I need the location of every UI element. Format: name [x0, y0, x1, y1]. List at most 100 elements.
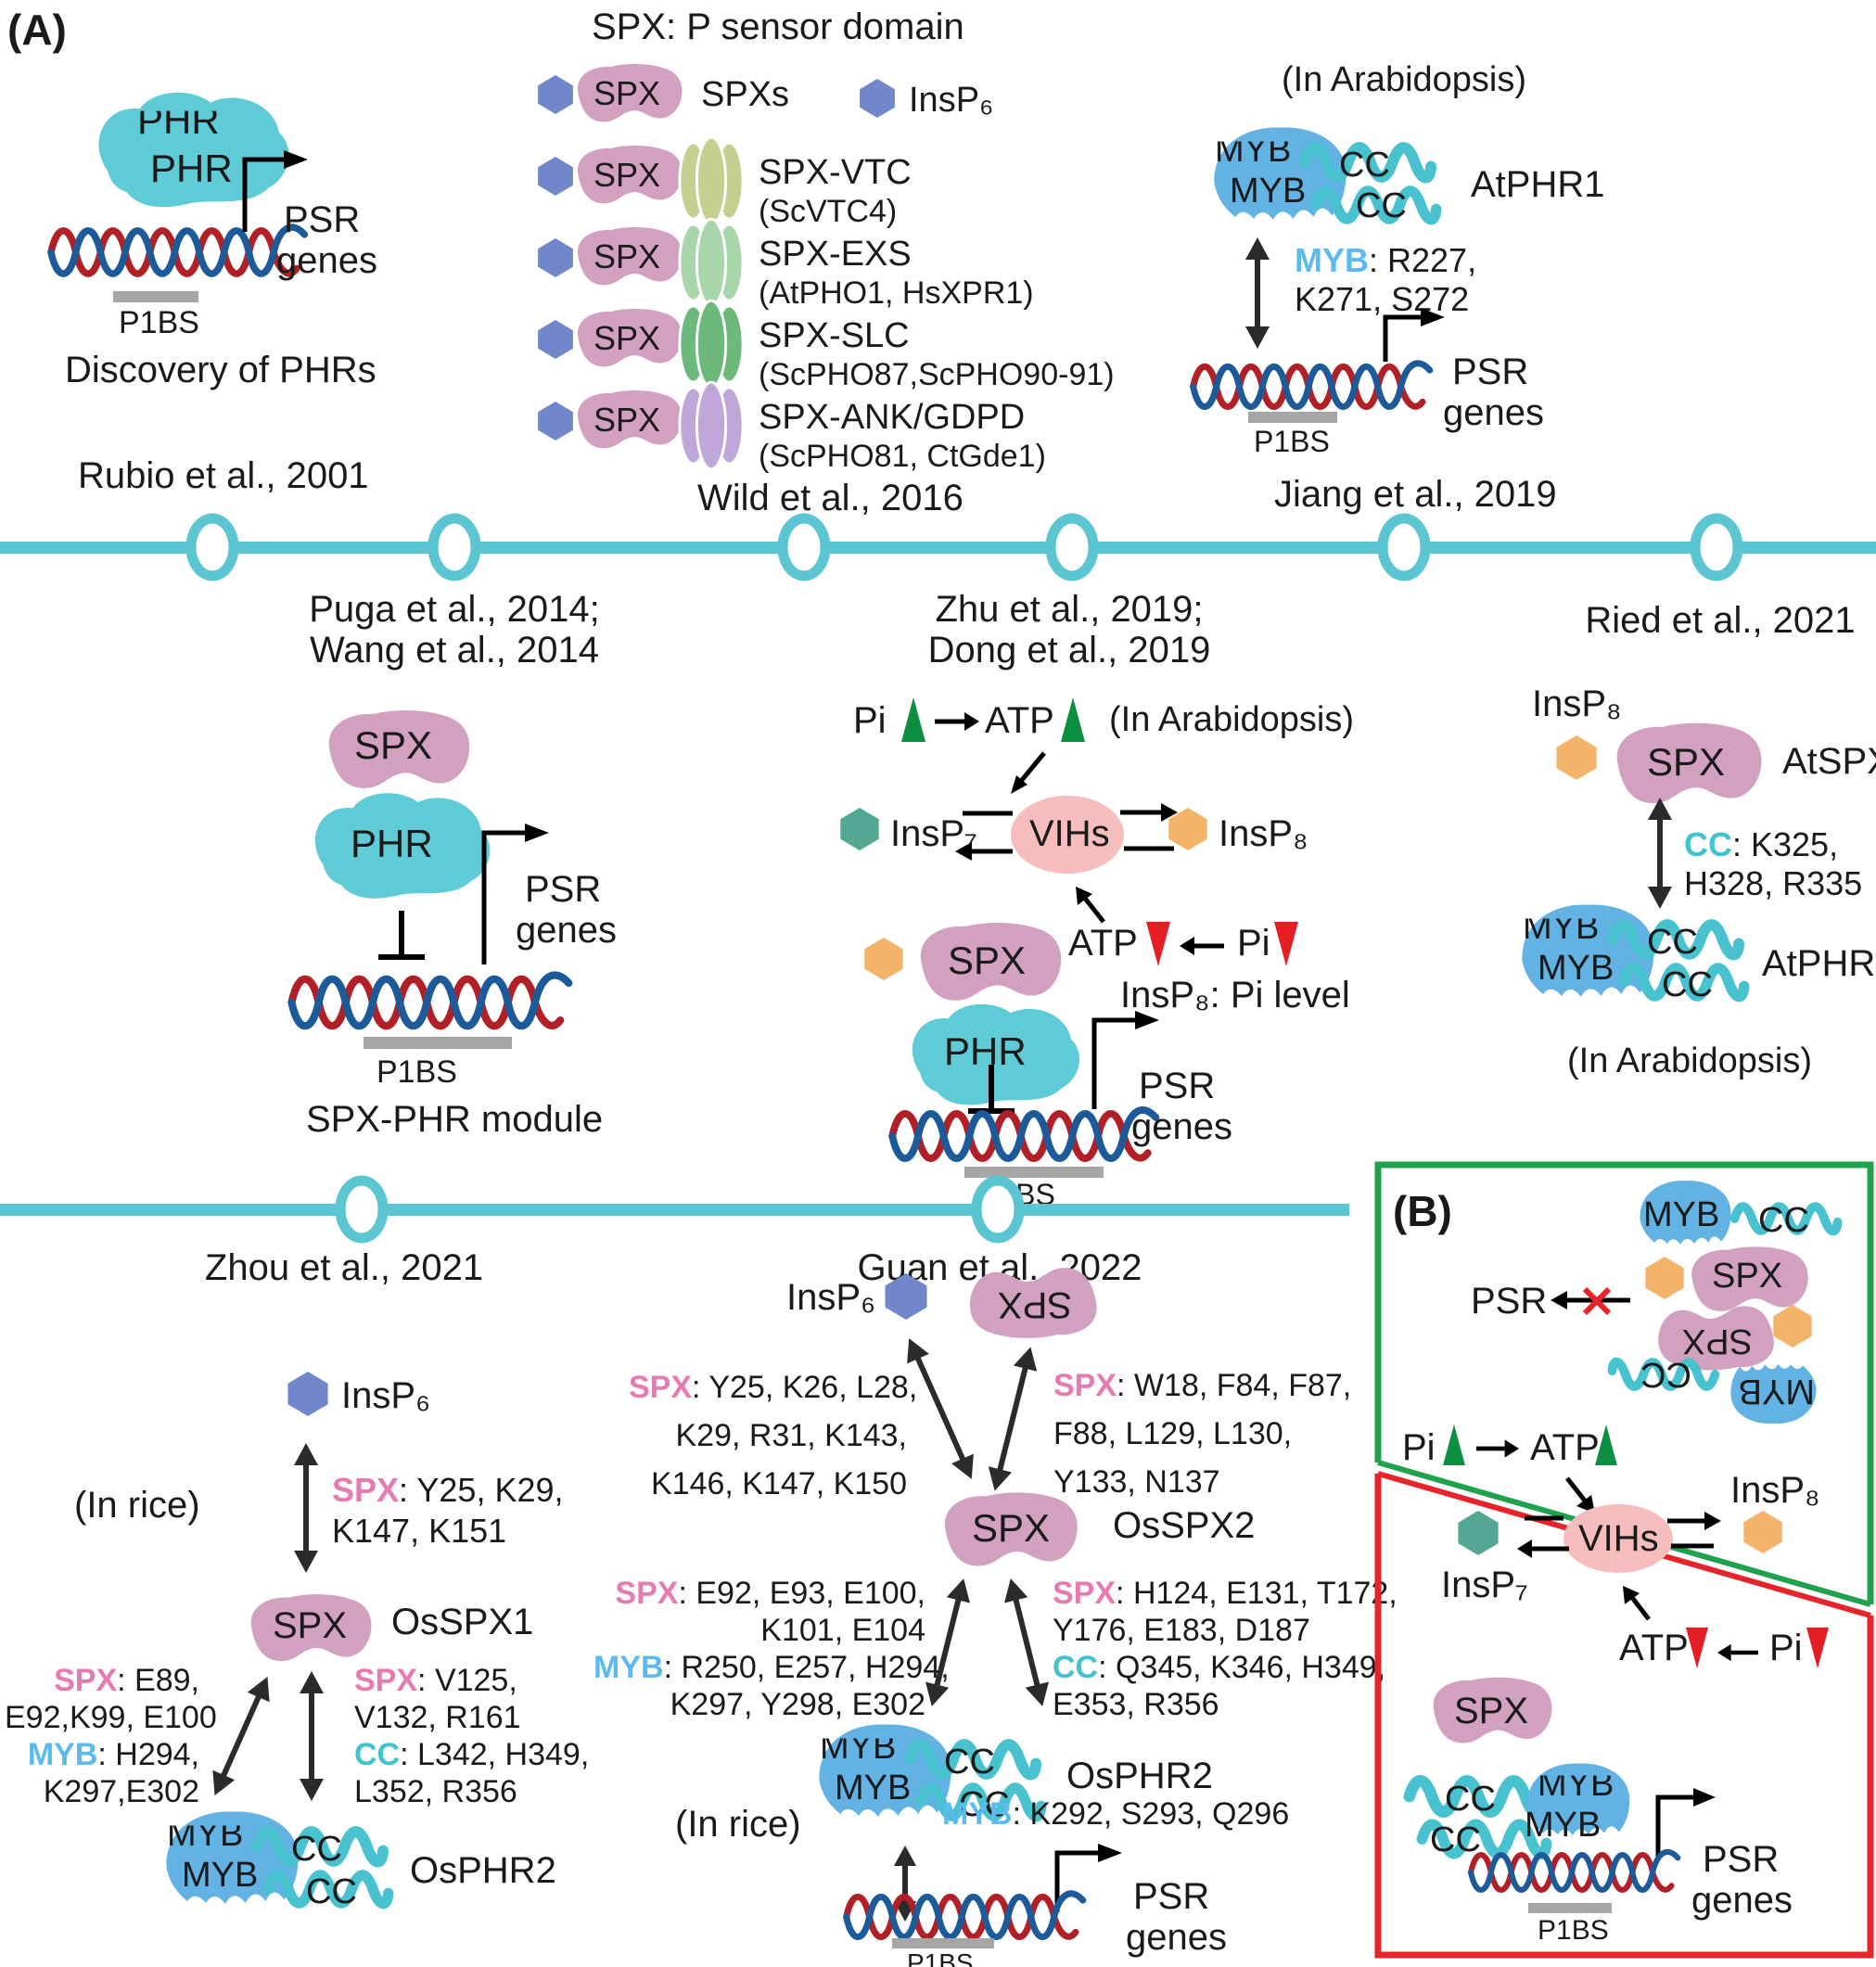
atp-up-label: ATP: [985, 700, 1054, 741]
guan-righttop-res-line1: SPX: W18, F84, F87,: [1053, 1368, 1352, 1403]
guan-leftbottom-res-line1: SPX: E92, E93, E100,: [615, 1576, 925, 1611]
spx-blob: [328, 709, 470, 788]
dong-citation-2: Dong et al., 2019: [927, 630, 1211, 671]
genes-label: genes: [1126, 1917, 1227, 1958]
double-arrow-icon: [212, 1677, 270, 1795]
spx-blob: [577, 390, 683, 449]
myb-label-clipped: MYB: [1538, 1765, 1614, 1804]
spx-rotated-blob: SPX: [1649, 1300, 1788, 1374]
zhou-right-res-line1: SPX: V125,: [354, 1663, 517, 1698]
sensor-title: SPX: P sensor domain: [592, 6, 964, 47]
atspx1-label: AtSPX1: [1782, 741, 1876, 782]
puga-citation-1: Puga et al., 2014;: [309, 589, 600, 630]
genes-label: genes: [1443, 392, 1544, 433]
left-arrow-icon: [1180, 937, 1224, 955]
psr-label: PSR: [525, 869, 602, 910]
insp6-hexagon-icon: [538, 320, 573, 359]
phr-complex: MYB MYB CC CC: [147, 1805, 397, 1942]
diagonal-arrow-icon: [1623, 1586, 1651, 1621]
atp-down-label: ATP: [1068, 923, 1138, 964]
down-triangle-icon: [1806, 1627, 1829, 1669]
genes-label: genes: [1691, 1880, 1793, 1921]
spxs-label: SPXs: [701, 75, 790, 114]
insp8-hexagon-icon: [864, 938, 903, 980]
cc-label: CC: [1445, 1780, 1496, 1819]
vtc-label: SPX-VTC: [759, 153, 912, 192]
left-arrow-icon: [955, 842, 1013, 861]
guan-rightbottom-res-line3: CC: Q345, K346, H349,: [1053, 1650, 1386, 1685]
phr-label: PHR: [351, 822, 433, 865]
myb-label-clipped: MYB: [820, 1728, 897, 1767]
cc-label: CC: [959, 1785, 1010, 1824]
genes-label: genes: [516, 910, 617, 951]
double-arrow-icon: [1004, 1578, 1049, 1706]
vihs-ellipse: [1563, 1504, 1673, 1573]
myb-rotated-label: MYB: [1738, 1372, 1815, 1411]
p1bs-bar: [964, 1167, 1104, 1178]
myb-rotated-blob: MYB: [1716, 1343, 1831, 1428]
double-arrow-icon: [1245, 237, 1270, 349]
right-arrow-icon: [1476, 1439, 1519, 1458]
exs-sub-label: (AtPHO1, HsXPR1): [759, 275, 1034, 311]
insp8-hexagon-icon: [1168, 808, 1207, 850]
p1bs-bar: [113, 291, 198, 302]
dna-icon: [1468, 1848, 1681, 1893]
spx-blob: [920, 922, 1062, 1001]
insp6-hexagon-icon: [538, 238, 573, 277]
zhou-insp6-residues-line1: SPX: Y25, K29,: [332, 1471, 564, 1509]
spx-domain-label: SPX: [593, 156, 661, 194]
insp6-hexagon-icon: [287, 1372, 328, 1416]
cc-label: CC: [1356, 186, 1407, 225]
guan-lefttop-res-line3: K146, K147, K150: [650, 1466, 907, 1501]
timeline-2: [0, 1204, 1349, 1216]
phr-blob: [912, 1003, 1080, 1105]
zhu-context: (In Arabidopsis): [1109, 700, 1355, 739]
genes-label: genes: [276, 240, 377, 281]
myb-label-clipped: MYB: [1215, 131, 1292, 170]
up-triangle-icon: [1061, 697, 1085, 742]
up-triangle-icon: [901, 697, 925, 742]
double-arrow-icon: [294, 1443, 318, 1573]
myb-label: MYB: [1230, 172, 1307, 211]
spx-domain-label: SPX: [593, 319, 661, 357]
jiang-citation: Jiang et al., 2019: [1274, 474, 1557, 515]
atphr1-label: AtPHR1: [1762, 943, 1876, 984]
zhou-context: (In rice): [74, 1485, 200, 1526]
line-icon: [1124, 846, 1174, 851]
myb-label: MYB: [1643, 1195, 1720, 1234]
osspx1-label: OsSPX1: [391, 1602, 534, 1642]
insp8-label: InsP₈: [1532, 683, 1622, 724]
atphr1-label: AtPHR1: [1471, 164, 1605, 205]
myb-blob: [1526, 1763, 1630, 1835]
spx-blob: [1658, 1306, 1774, 1371]
spx-label: SPX: [1712, 1257, 1783, 1296]
cc-squiggle-icon: [1606, 919, 1745, 961]
jiang-residues-line1: MYB: R227,: [1295, 241, 1477, 279]
cc-squiggle-icon: [915, 1782, 1047, 1822]
spx-label: SPX: [1647, 740, 1726, 784]
red-x-icon: [1582, 1286, 1612, 1316]
slc-sub-label: (ScPHO87,ScPHO90-91): [759, 357, 1115, 392]
p1bs-bar: [1528, 1903, 1612, 1913]
cc-squiggle-icon: [1310, 185, 1442, 225]
guan-rightbottom-res-line4: E353, R356: [1053, 1687, 1219, 1722]
cc-label: CC: [1647, 923, 1698, 962]
insp6-hexagon-icon: [538, 402, 573, 441]
jiang-context: (In Arabidopsis): [1282, 60, 1527, 99]
insp8-hexagon-icon: [1743, 1511, 1782, 1553]
spx-blob: [577, 146, 683, 204]
double-arrow-icon: [925, 1578, 970, 1706]
insp7-label: InsP₇: [890, 813, 977, 854]
spx-blob: [577, 227, 683, 286]
vtc-sub-label: (ScVTC4): [759, 194, 898, 229]
timeline-node: [1377, 513, 1431, 581]
psr-label: PSR: [284, 199, 361, 240]
timeline-node: [971, 1175, 1025, 1244]
line-icon: [1671, 1543, 1714, 1549]
spx-domain-label: SPX: [593, 401, 661, 439]
cc-squiggle-icon: [1729, 1202, 1843, 1236]
cc-rotated-label: CC: [1640, 1355, 1691, 1394]
insp8-pi-level-label: InsP₈: Pi level: [1120, 975, 1350, 1015]
cc-squiggle-icon: [903, 1739, 1042, 1781]
ried-residues-line2: H328, R335: [1684, 864, 1863, 902]
